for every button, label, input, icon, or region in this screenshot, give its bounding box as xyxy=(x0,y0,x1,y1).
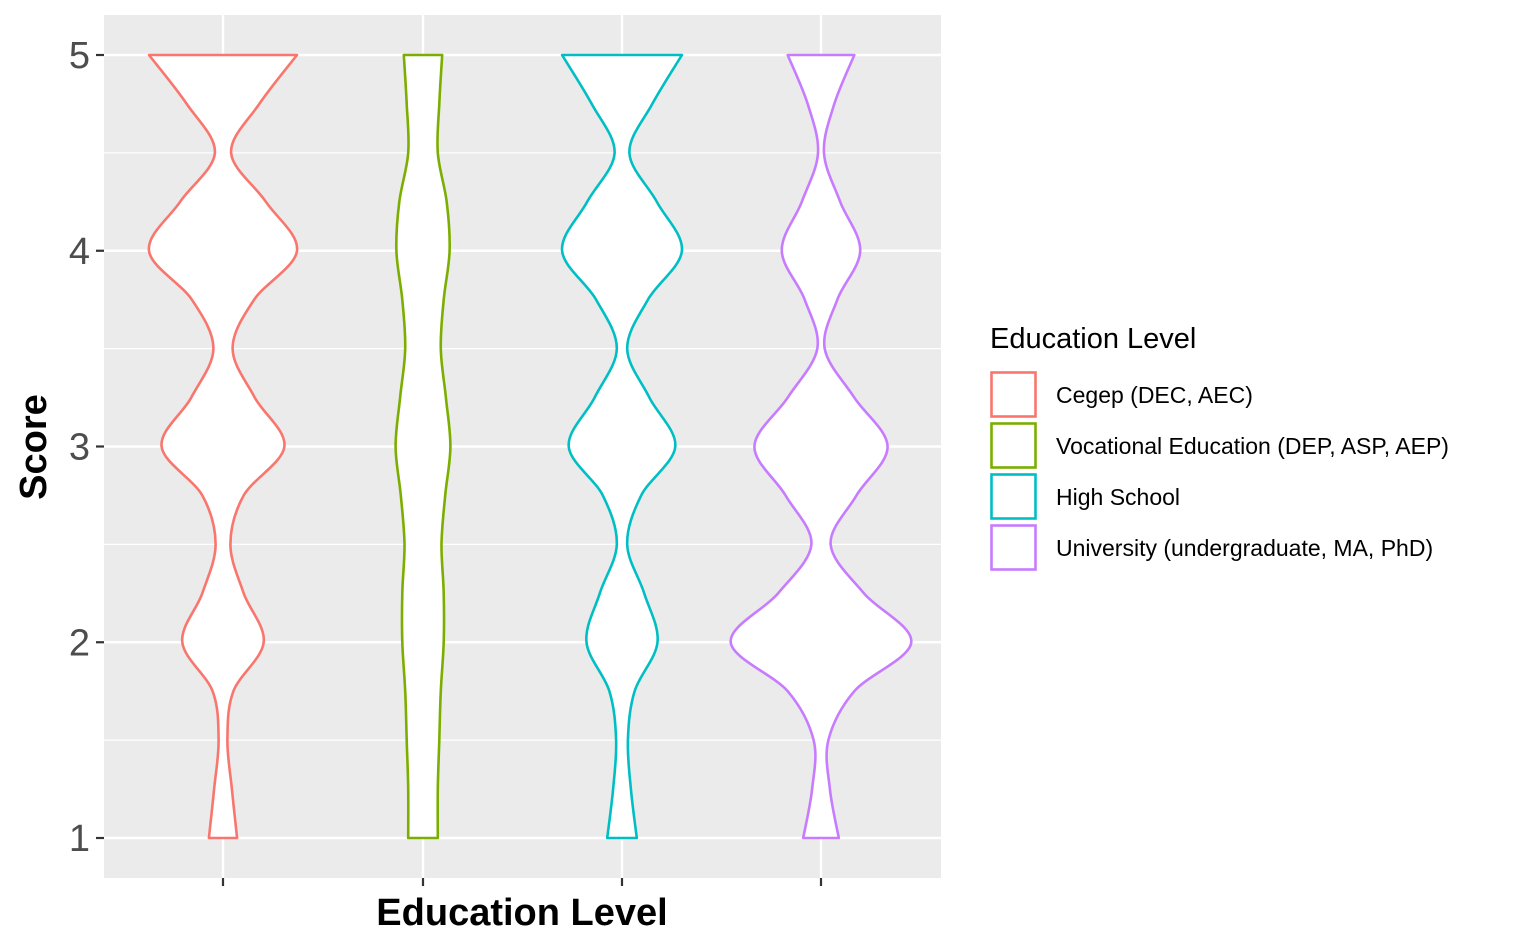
violins xyxy=(147,53,913,840)
legend-label: Vocational Education (DEP, ASP, AEP) xyxy=(1056,433,1449,459)
y-tick-label: 1 xyxy=(69,818,90,860)
legend-key xyxy=(990,524,1037,571)
y-tick-label: 2 xyxy=(69,622,90,664)
violin-1 xyxy=(394,53,452,840)
y-axis-title: Score xyxy=(13,394,55,500)
axes: 1 2 3 4 5 xyxy=(69,35,823,886)
violin-0 xyxy=(147,53,299,840)
legend-item: High School xyxy=(990,473,1180,520)
x-axis-title: Education Level xyxy=(376,892,667,934)
y-tick-label: 5 xyxy=(69,35,90,77)
legend-key xyxy=(990,422,1037,469)
legend-item: Vocational Education (DEP, ASP, AEP) xyxy=(990,422,1449,469)
legend-label: High School xyxy=(1056,484,1180,510)
legend-item: Cegep (DEC, AEC) xyxy=(990,371,1253,418)
legend: Education Level Cegep (DEC, AEC) Vocation… xyxy=(990,323,1449,571)
legend-key xyxy=(990,473,1037,520)
violin-3 xyxy=(729,53,913,840)
legend-title: Education Level xyxy=(990,323,1196,355)
y-tick-label: 3 xyxy=(69,427,90,469)
legend-key xyxy=(990,371,1037,418)
legend-label: University (undergraduate, MA, PhD) xyxy=(1056,535,1433,561)
legend-label: Cegep (DEC, AEC) xyxy=(1056,382,1253,408)
legend-item: University (undergraduate, MA, PhD) xyxy=(990,524,1433,571)
violin-2 xyxy=(560,53,684,840)
y-tick-label: 4 xyxy=(69,231,90,273)
